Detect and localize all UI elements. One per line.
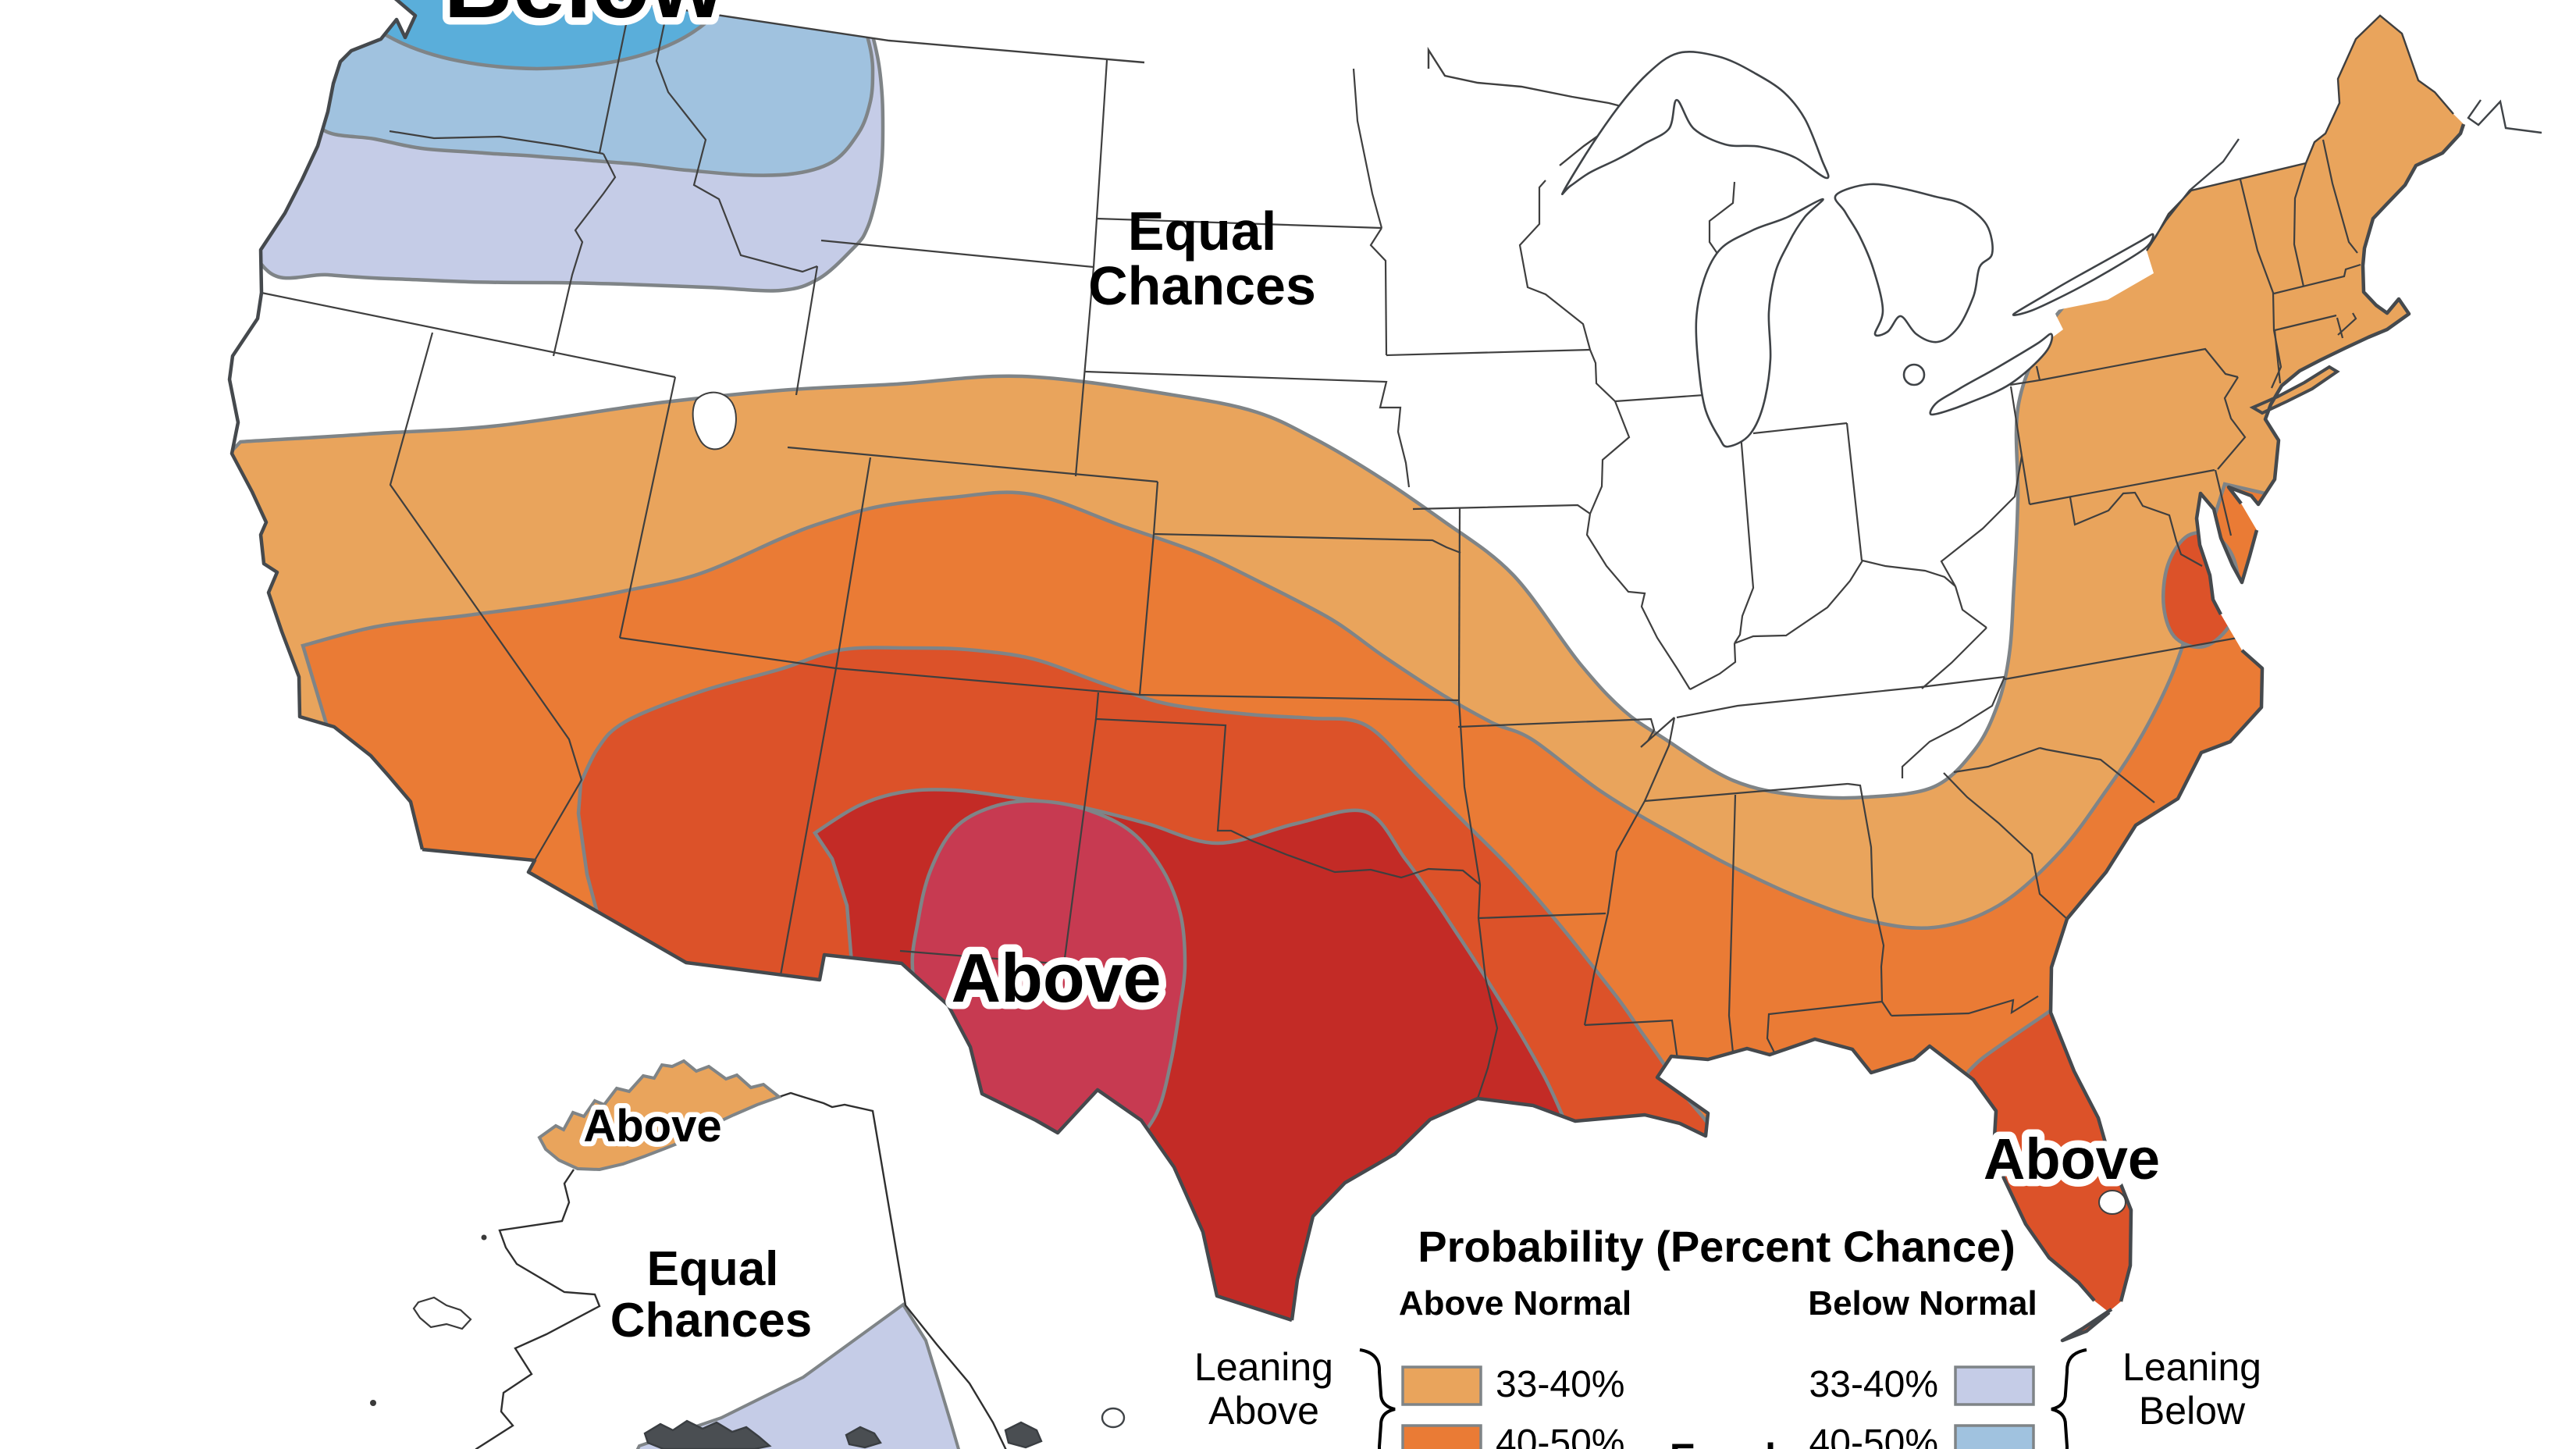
svg-text:Leaning: Leaning — [2122, 1345, 2261, 1389]
svg-text:Probability (Percent Chance): Probability (Percent Chance) — [1418, 1222, 2016, 1271]
svg-text:Above Normal: Above Normal — [1399, 1284, 1631, 1323]
svg-text:Below Normal: Below Normal — [1808, 1284, 2037, 1323]
svg-text:Above: Above — [1984, 1127, 2160, 1191]
svg-text:Chances: Chances — [1088, 255, 1316, 316]
svg-text:Equal: Equal — [647, 1242, 779, 1296]
svg-text:Equal: Equal — [1670, 1436, 1776, 1449]
svg-text:Equal: Equal — [1128, 201, 1277, 262]
svg-text:33-40%: 33-40% — [1809, 1364, 1938, 1405]
svg-text:Above: Above — [1208, 1389, 1319, 1433]
svg-text:33-40%: 33-40% — [1496, 1364, 1624, 1405]
svg-text:Above: Above — [583, 1101, 721, 1152]
svg-text:Chances: Chances — [610, 1294, 812, 1348]
svg-text:Below: Below — [443, 0, 724, 37]
svg-text:Leaning: Leaning — [1194, 1345, 1333, 1389]
svg-text:40-50%: 40-50% — [1496, 1422, 1624, 1449]
svg-text:Above: Above — [952, 939, 1162, 1016]
svg-text:Below: Below — [2139, 1389, 2246, 1433]
svg-text:40-50%: 40-50% — [1809, 1422, 1938, 1449]
